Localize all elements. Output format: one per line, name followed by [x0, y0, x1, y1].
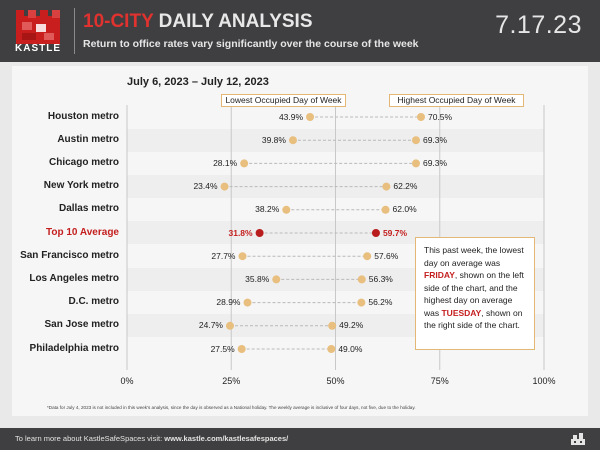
high-value-label: 62.2% — [393, 181, 418, 192]
high-value-label: 56.3% — [368, 273, 393, 284]
low-dot — [282, 205, 291, 214]
x-tick-label: 0% — [120, 376, 134, 386]
low-value-label: 28.9% — [216, 297, 241, 308]
city-label: Chicago metro — [48, 156, 119, 168]
low-value-label: 27.5% — [210, 343, 235, 354]
note-day-high: TUESDAY — [441, 307, 482, 318]
footer-link[interactable]: www.kastle.com/kastlesafespaces/ — [164, 434, 289, 443]
high-dot — [327, 345, 336, 353]
page-subtitle: Return to office rates vary significantl… — [83, 38, 419, 50]
low-value-label: 38.2% — [255, 204, 280, 215]
high-dot — [357, 298, 366, 307]
city-label: Houston metro — [47, 110, 119, 122]
low-dot — [220, 182, 229, 191]
high-dot — [357, 275, 366, 284]
x-tick-label: 100% — [532, 376, 556, 386]
low-value-label: 35.8% — [245, 273, 270, 284]
title-accent: 10-CITY — [83, 11, 154, 32]
city-label: Austin metro — [57, 133, 119, 145]
footer-lead: To learn more about KastleSafeSpaces vis… — [15, 434, 165, 443]
x-tick-label: 50% — [326, 376, 345, 386]
footnote: *Data for July 4, 2023 is not included i… — [47, 405, 416, 410]
page-title: 10-CITY DAILY ANALYSIS — [83, 11, 313, 33]
city-label: Philadelphia metro — [29, 342, 119, 354]
kastle-logo-icon — [16, 10, 60, 44]
high-value-label: 62.0% — [392, 204, 417, 215]
city-label: D.C. metro — [68, 296, 119, 308]
low-dot — [225, 321, 234, 330]
high-value-label: 69.3% — [422, 134, 448, 145]
high-dot — [411, 159, 420, 168]
city-label: Top 10 Average — [46, 226, 119, 238]
footer-bar: To learn more about KastleSafeSpaces vis… — [0, 428, 600, 450]
city-label: New York metro — [43, 180, 119, 192]
x-tick-label: 25% — [222, 376, 241, 386]
high-dot — [416, 113, 425, 121]
low-dot — [272, 275, 281, 284]
low-value-label: 23.4% — [193, 181, 218, 192]
note-text-1: This past week, the lowest day on averag… — [424, 245, 524, 268]
high-value-label: 49.2% — [339, 320, 364, 331]
note-text-3: , shown on the right side of the chart. — [424, 307, 523, 331]
high-dot — [411, 136, 420, 145]
note-text-2: , shown on the left side of the chart, a… — [424, 270, 524, 318]
high-value-label: 56.2% — [368, 297, 393, 308]
low-dot — [306, 113, 315, 121]
city-label: San Jose metro — [44, 319, 119, 331]
high-dot — [328, 321, 337, 330]
low-value-label: 43.9% — [278, 111, 304, 122]
low-dot — [243, 298, 252, 307]
legend-high: Highest Occupied Day of Week — [389, 94, 524, 107]
high-value-label: 59.7% — [382, 227, 408, 238]
low-dot — [288, 136, 297, 145]
low-value-label: 31.8% — [228, 227, 253, 238]
header-bar: KASTLE 10-CITY DAILY ANALYSIS Return to … — [0, 0, 600, 62]
high-dot — [363, 252, 372, 261]
city-label: San Francisco metro — [20, 249, 119, 261]
legend-low: Lowest Occupied Day of Week — [221, 94, 346, 107]
low-dot — [255, 229, 264, 237]
header-divider — [74, 8, 75, 54]
low-value-label: 24.7% — [198, 320, 223, 331]
note-day-low: FRIDAY — [424, 270, 455, 280]
high-value-label: 49.0% — [338, 343, 363, 354]
low-dot — [240, 159, 249, 168]
city-label: Los Angeles metro — [29, 272, 119, 284]
city-label: Dallas metro — [58, 203, 119, 215]
low-value-label: 27.7% — [211, 250, 236, 261]
high-value-label: 57.6% — [374, 250, 399, 261]
low-dot — [237, 345, 246, 353]
low-value-label: 28.1% — [213, 157, 238, 168]
high-dot — [382, 182, 391, 191]
high-dot — [381, 205, 390, 214]
brand-name: KASTLE — [15, 43, 61, 54]
high-value-label: 69.3% — [422, 157, 448, 168]
low-value-label: 39.8% — [261, 134, 286, 145]
low-dot — [238, 252, 247, 261]
high-value-label: 70.5% — [427, 111, 453, 122]
footer-text: To learn more about KastleSafeSpaces vis… — [15, 434, 288, 443]
insight-note: This past week, the lowest day on averag… — [415, 237, 535, 350]
building-icon — [571, 433, 585, 445]
high-dot — [371, 229, 380, 237]
report-date: 7.17.23 — [495, 11, 582, 39]
x-tick-label: 75% — [430, 376, 449, 386]
title-rest: DAILY ANALYSIS — [153, 11, 313, 32]
date-range: July 6, 2023 – July 12, 2023 — [127, 76, 269, 88]
